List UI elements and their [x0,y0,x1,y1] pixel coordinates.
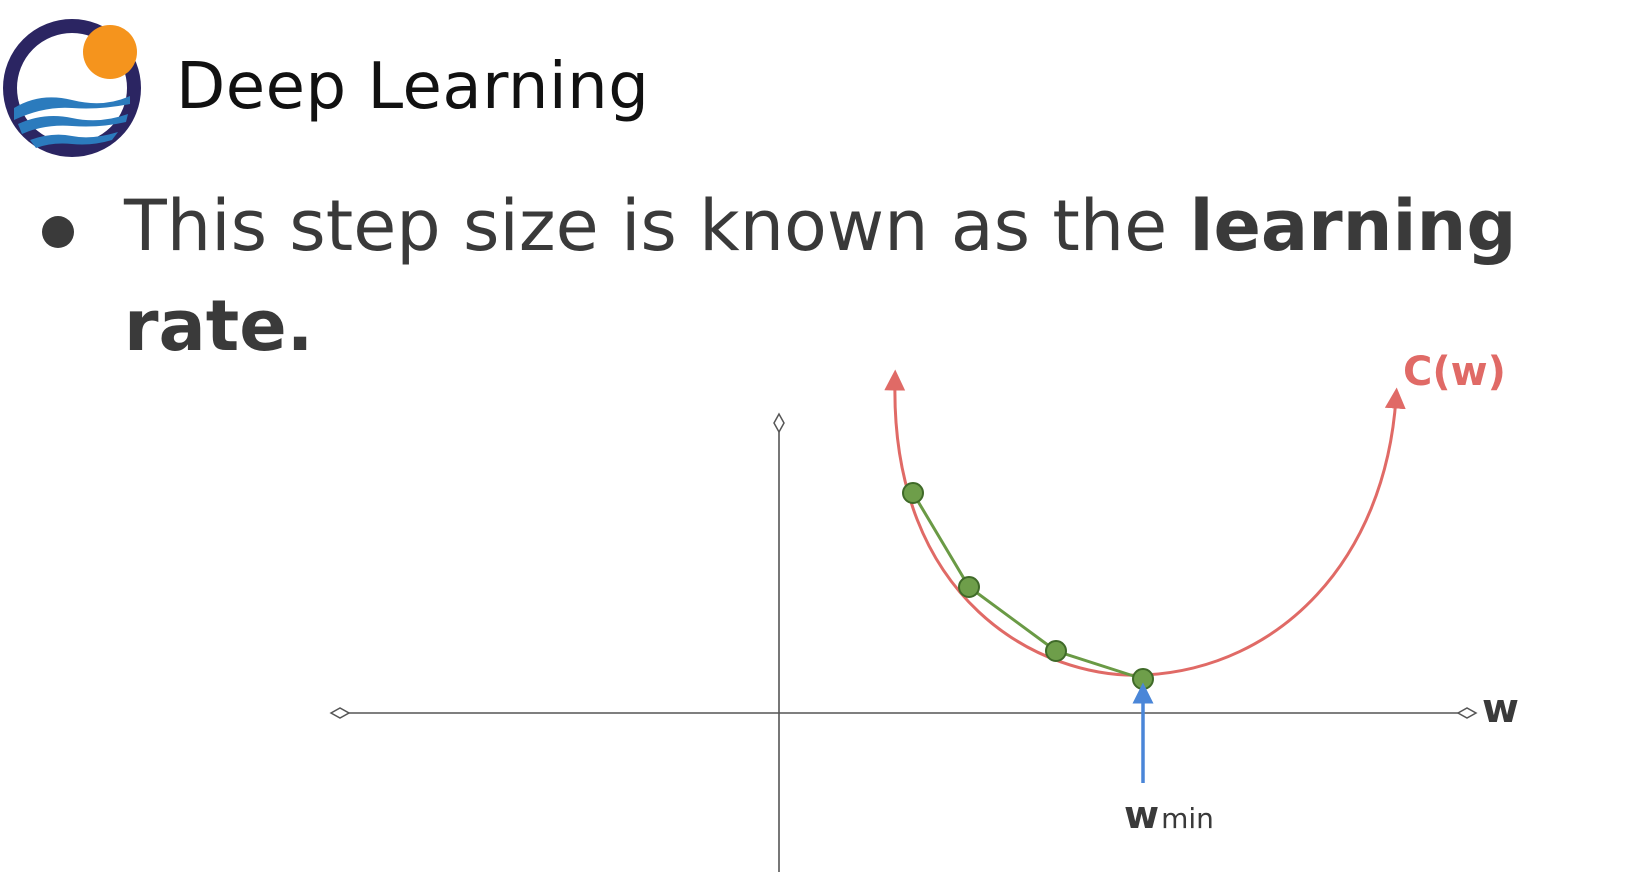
step-point [902,482,924,504]
step-point [958,576,980,598]
minimum-label: wmin [1124,793,1214,837]
minimum-label-sub: min [1161,802,1214,835]
x-axis-right-end-icon [1456,707,1478,719]
bullet-text-plain: This step size is known as the [124,185,1190,267]
minimum-label-main: w [1124,793,1159,837]
descent-path [911,492,1144,681]
y-axis-top-end-icon [773,412,785,434]
step-point [1045,640,1067,662]
slide-header: Deep Learning [0,0,760,170]
bullet-text: This step size is known as the learning … [124,176,1544,376]
curve-label: C(w) [1403,349,1506,395]
cost-curve [884,369,1406,677]
course-title: Deep Learning [176,50,650,124]
bullet-text-bold: learning rate. [124,185,1517,367]
step-point-minimum [1132,668,1154,690]
axes [329,412,1478,872]
x-axis-left-end-icon [329,707,351,719]
bullet-dot-icon [42,216,74,248]
course-logo-icon [3,19,141,157]
x-axis-label: w [1482,686,1519,732]
